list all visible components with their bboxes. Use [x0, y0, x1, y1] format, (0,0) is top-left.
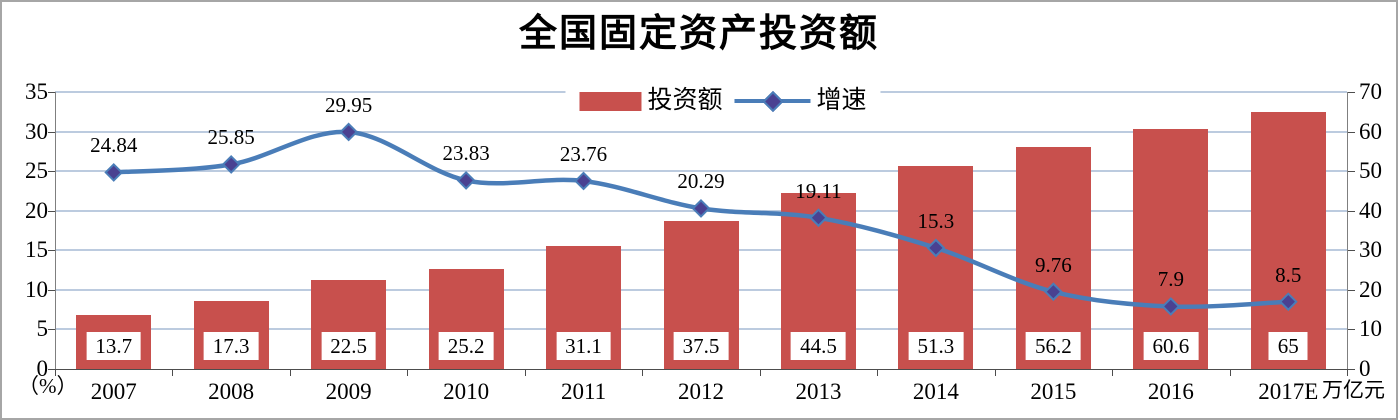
bar-value-label: 22.5 — [321, 332, 376, 360]
bar-value-label: 65 — [1268, 332, 1308, 360]
line-series-swatch — [734, 90, 811, 113]
bar-value-label: 51.3 — [908, 332, 964, 360]
left-axis-tick — [48, 369, 55, 370]
bar-value-label: 37.5 — [673, 332, 729, 360]
x-axis-category-label: 2013 — [795, 379, 842, 404]
right-axis-tick-label: 70 — [1359, 79, 1382, 104]
left-axis-tick-label: 30 — [25, 118, 48, 144]
growth-value-label: 23.76 — [559, 141, 608, 166]
diamond-marker-icon — [762, 90, 784, 113]
bar-value-label: 44.5 — [791, 332, 846, 360]
x-axis-category-label: 2017E — [1258, 379, 1319, 404]
left-axis-tick — [48, 289, 55, 291]
x-axis-category-label: 2009 — [325, 379, 372, 404]
legend-label-growth: 增速 — [816, 87, 867, 114]
chart-legend: 投资额 增速 — [565, 84, 881, 118]
right-axis-tick-label: 60 — [1359, 118, 1382, 144]
growth-value-label: 8.5 — [1275, 262, 1302, 287]
x-axis-tick — [1347, 370, 1348, 376]
left-axis-tick-label: 35 — [25, 79, 48, 104]
bar-value-label: 17.3 — [203, 332, 259, 360]
x-axis-category-label: 2010 — [443, 379, 490, 404]
x-axis-tick — [642, 370, 644, 376]
bar-value-label: 60.6 — [1143, 332, 1199, 360]
right-axis-tick-label: 50 — [1359, 158, 1382, 184]
right-axis-tick — [1348, 329, 1355, 331]
left-axis-tick-label: 20 — [25, 197, 48, 223]
line-diamond-marker — [574, 171, 593, 191]
right-axis-tick-label: 20 — [1359, 276, 1382, 302]
x-axis-tick — [759, 370, 761, 376]
left-axis-tick-label: 0 — [36, 356, 49, 381]
x-axis-category-label: 2016 — [1147, 379, 1194, 404]
right-axis-tick-label: 40 — [1359, 197, 1382, 223]
right-axis-unit: 万亿元 — [1322, 378, 1385, 402]
growth-value-label: 23.83 — [442, 141, 490, 166]
right-axis-tick — [1348, 171, 1355, 173]
x-axis-tick — [1229, 370, 1231, 376]
x-axis-tick — [994, 370, 996, 376]
left-axis-tick-label: 10 — [25, 276, 48, 302]
right-axis-tick-label: 10 — [1359, 316, 1382, 342]
right-axis-tick — [1348, 250, 1355, 252]
legend-item-growth: 增速 — [734, 86, 867, 116]
x-axis-category-label: 2011 — [560, 379, 607, 404]
investment-bar — [1250, 111, 1326, 369]
right-axis-tick — [1348, 289, 1355, 291]
right-axis-tick — [1348, 131, 1355, 133]
legend-item-investment: 投资额 — [579, 86, 723, 116]
left-axis-tick — [48, 210, 55, 212]
growth-value-label: 9.76 — [1034, 252, 1072, 277]
right-axis-tick — [1348, 92, 1355, 93]
chart-title: 全国固定资产投资额 — [518, 11, 879, 55]
line-diamond-marker — [691, 199, 711, 218]
x-axis-tick — [172, 370, 174, 376]
left-axis-tick — [48, 171, 55, 173]
bar-series-swatch — [579, 91, 642, 111]
left-axis-tick — [48, 329, 55, 331]
x-axis-category-label: 2007 — [90, 379, 137, 404]
x-axis-category-label: 2008 — [208, 379, 255, 404]
x-axis-tick — [407, 370, 409, 376]
growth-value-label: 7.9 — [1157, 267, 1184, 292]
x-axis-tick — [289, 370, 291, 376]
x-axis-category-label: 2014 — [912, 379, 959, 404]
left-axis-tick-label: 15 — [25, 237, 48, 263]
growth-value-label: 19.11 — [795, 178, 842, 203]
right-axis-tick — [1348, 210, 1355, 212]
x-axis-tick — [877, 370, 879, 376]
left-axis-line — [55, 92, 56, 369]
right-axis-tick — [1348, 369, 1355, 370]
growth-value-label: 24.84 — [90, 133, 138, 158]
x-axis-tick — [1112, 370, 1114, 376]
growth-value-label: 20.29 — [677, 169, 725, 194]
line-diamond-marker — [104, 162, 124, 182]
x-axis-category-label: 2012 — [678, 379, 724, 404]
left-axis-tick — [48, 92, 55, 93]
left-axis-tick — [48, 250, 55, 252]
x-axis-category-label: 2015 — [1030, 379, 1077, 404]
bar-value-label: 25.2 — [438, 332, 494, 360]
growth-value-label: 25.85 — [207, 125, 255, 150]
growth-value-label: 15.3 — [917, 208, 955, 233]
right-axis-tick-label: 30 — [1359, 237, 1382, 263]
x-axis-tick — [524, 370, 526, 376]
growth-value-label: 29.95 — [325, 92, 373, 117]
right-axis-line — [1347, 92, 1348, 369]
bar-value-label: 56.2 — [1025, 332, 1081, 360]
x-axis-tick — [55, 370, 56, 376]
left-axis-tick-label: 5 — [36, 316, 49, 342]
left-axis-unit: （%） — [18, 374, 78, 398]
left-axis-tick-label: 25 — [25, 158, 48, 184]
line-diamond-marker — [456, 170, 476, 190]
x-axis-line — [55, 369, 1348, 370]
bar-value-label: 31.1 — [556, 332, 611, 360]
left-axis-tick — [48, 131, 55, 133]
bar-value-label: 13.7 — [86, 332, 142, 360]
right-axis-tick-label: 0 — [1359, 356, 1371, 381]
legend-label-investment: 投资额 — [647, 87, 723, 114]
